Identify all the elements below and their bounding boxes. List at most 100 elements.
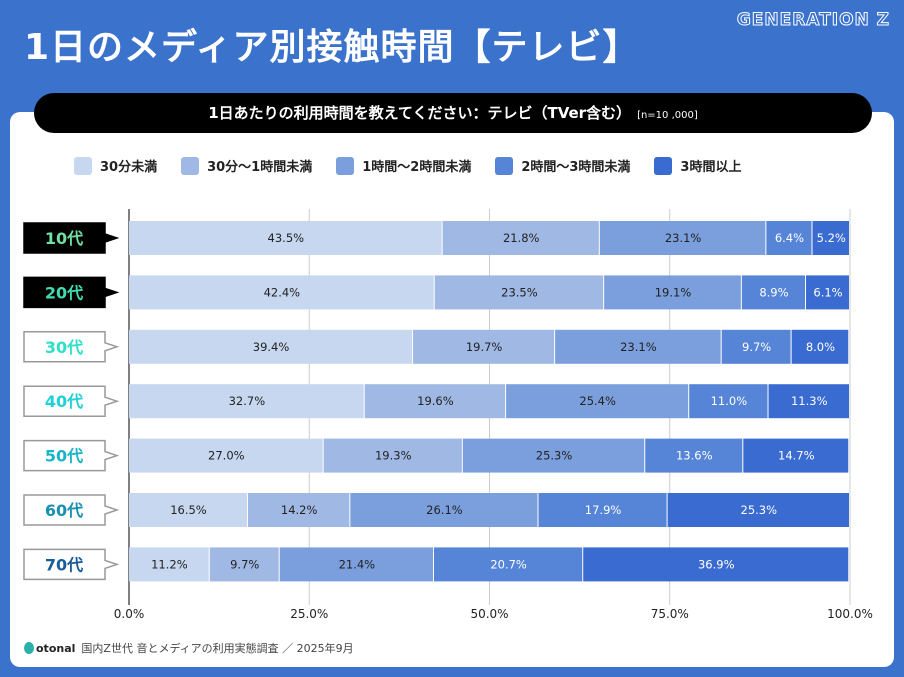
bar-segment xyxy=(129,547,209,582)
legend-item: 30分未満 xyxy=(74,156,157,175)
age-label: 40代 xyxy=(23,385,120,417)
data-label: 23.5% xyxy=(501,285,538,299)
data-label: 20.7% xyxy=(490,557,527,571)
legend-label: 30分未満 xyxy=(100,160,158,175)
data-label: 8.0% xyxy=(806,340,835,354)
legend-swatch xyxy=(495,156,514,175)
data-label: 32.7% xyxy=(229,394,266,408)
data-label: 19.3% xyxy=(375,449,412,463)
bar-segment xyxy=(812,221,849,255)
bar-segment xyxy=(433,547,583,582)
legend-label: 2時間〜3時間未満 xyxy=(521,160,631,175)
x-tick-label: 75.0% xyxy=(651,607,689,621)
age-label: 20代 xyxy=(23,276,120,309)
otonal-icon xyxy=(24,642,34,654)
data-label: 39.4% xyxy=(253,340,290,354)
data-label: 23.1% xyxy=(620,340,657,354)
data-label: 11.3% xyxy=(791,394,828,408)
data-label: 36.9% xyxy=(698,557,735,571)
x-tick-label: 50.0% xyxy=(470,607,508,621)
bar-segment xyxy=(604,275,741,310)
bar-segment xyxy=(791,329,849,364)
bar-segment xyxy=(599,221,766,255)
bar-segment xyxy=(129,493,247,527)
data-label: 21.4% xyxy=(339,557,376,571)
age-label-text: 20代 xyxy=(45,283,83,302)
age-label-text: 50代 xyxy=(45,447,83,466)
bar-segment xyxy=(689,384,768,419)
bar-segment xyxy=(129,329,413,364)
data-label: 6.4% xyxy=(775,231,804,245)
bar-segment xyxy=(434,275,604,310)
legend-item: 2時間〜3時間未満 xyxy=(495,156,630,175)
data-label: 9.7% xyxy=(742,340,771,354)
data-label: 19.1% xyxy=(655,285,692,299)
bar-segment xyxy=(506,384,689,419)
bar-segment xyxy=(129,384,364,419)
bar-segment xyxy=(667,493,849,527)
sample-size: [n=10 ,000] xyxy=(637,110,698,121)
data-label: 13.6% xyxy=(676,449,713,463)
data-label: 5.2% xyxy=(817,231,846,245)
data-label: 8.9% xyxy=(759,285,788,299)
age-label-text: 60代 xyxy=(45,501,83,520)
bar-segment xyxy=(741,275,806,310)
bar-segment xyxy=(768,384,849,419)
legend-swatch xyxy=(336,156,355,175)
data-label: 43.5% xyxy=(268,231,305,245)
data-label: 25.3% xyxy=(741,503,778,517)
bar-segment xyxy=(129,275,434,310)
age-label-text: 70代 xyxy=(45,555,83,574)
data-label: 23.1% xyxy=(665,231,702,245)
bar-segment xyxy=(442,221,599,255)
bar-segment xyxy=(806,275,849,310)
x-tick-label: 100.0% xyxy=(827,607,873,621)
data-label: 9.7% xyxy=(230,557,259,571)
data-label: 6.1% xyxy=(813,285,842,299)
legend-swatch xyxy=(654,156,673,175)
legend-label: 1時間〜2時間未満 xyxy=(362,160,472,175)
page-title: 1日のメディア別接触時間【テレビ】 xyxy=(24,27,640,68)
age-label: 60代 xyxy=(23,494,120,526)
bar-segment xyxy=(721,329,791,364)
bar-segment xyxy=(209,547,279,582)
bar-segment xyxy=(583,547,849,582)
data-label: 16.5% xyxy=(170,503,207,517)
otonal-logo: otonal xyxy=(24,642,75,655)
bar-segment xyxy=(364,384,506,419)
legend-swatch xyxy=(74,156,92,175)
legend-item: 30分〜1時間未満 xyxy=(181,156,312,175)
data-label: 14.2% xyxy=(281,503,318,517)
footer: otonal 国内Z世代 音とメディアの利用実態調査 ／ 2025年9月 xyxy=(24,640,354,656)
age-label: 50代 xyxy=(23,439,120,472)
legend-label: 3時間以上 xyxy=(680,160,742,175)
bar-segment xyxy=(645,438,743,473)
age-label: 70代 xyxy=(23,548,120,581)
source-text: 国内Z世代 音とメディアの利用実態調査 ／ 2025年9月 xyxy=(81,642,354,655)
data-label: 42.4% xyxy=(264,285,301,299)
question-text: 1日あたりの利用時間を教えてください：テレビ（TVer含む） xyxy=(208,104,632,122)
age-label-text: 40代 xyxy=(45,392,83,411)
legend-item: 3時間以上 xyxy=(654,156,741,175)
brand-logo: GENERATION Z xyxy=(736,10,890,31)
data-label: 11.0% xyxy=(711,394,748,408)
bar-segment xyxy=(129,221,442,255)
bar-segment xyxy=(555,329,721,364)
bar-segment xyxy=(538,493,667,527)
legend-swatch xyxy=(181,156,200,175)
legend-item: 1時間〜2時間未満 xyxy=(336,156,471,175)
bar-segment xyxy=(766,221,812,255)
data-label: 19.6% xyxy=(417,394,454,408)
question-banner: 1日あたりの利用時間を教えてください：テレビ（TVer含む） [n=10 ,000… xyxy=(34,93,872,133)
data-label: 11.2% xyxy=(151,557,188,571)
age-label: 30代 xyxy=(23,331,120,363)
data-label: 25.3% xyxy=(536,449,573,463)
bar-segment xyxy=(279,547,433,582)
data-label: 19.7% xyxy=(466,340,503,354)
bar-segment xyxy=(350,493,538,527)
data-label: 27.0% xyxy=(208,449,245,463)
x-tick-label: 25.0% xyxy=(290,607,328,621)
data-label: 26.1% xyxy=(426,503,463,517)
data-label: 21.8% xyxy=(503,231,540,245)
